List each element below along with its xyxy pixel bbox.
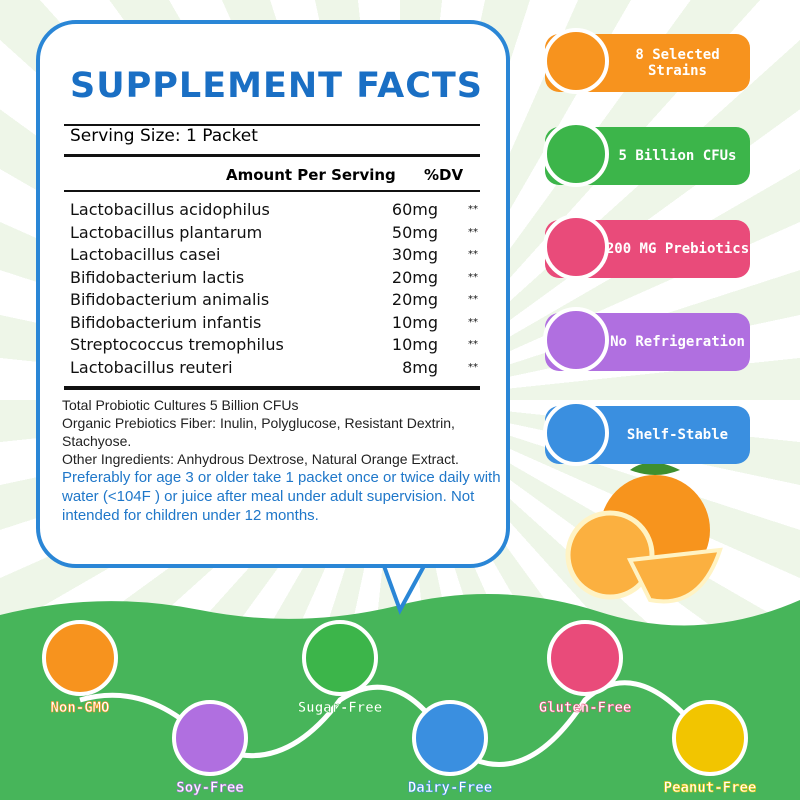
- dv: **: [468, 226, 478, 238]
- badge-icon: [412, 700, 488, 776]
- feature-icon: [543, 214, 609, 280]
- ingredient: Bifidobacterium lactis: [70, 267, 245, 287]
- badge-label: Non-GMO: [50, 700, 110, 717]
- amount: 30mg: [391, 245, 438, 264]
- dv: **: [468, 294, 478, 305]
- serving-value: 1 Packet: [186, 126, 258, 146]
- fact-row: Lactobacillus casei 30mg **: [70, 245, 490, 267]
- feature-pill: 5 Billion CFUs: [543, 121, 750, 187]
- dv: **: [468, 316, 478, 328]
- feature-label: 200 MG Prebiotics: [605, 241, 750, 257]
- note: Total Probiotic Cultures 5 Billion CFUs: [62, 397, 299, 413]
- amount: 10mg: [391, 312, 438, 332]
- feature-label: 5 Billion CFUs: [618, 148, 737, 164]
- note: Organic Prebiotics Fiber: Inulin, Polygl…: [62, 415, 455, 449]
- fact-row: Lactobacillus reuteri 8mg **: [70, 358, 490, 380]
- badge: Soy-Free: [155, 700, 265, 796]
- badge-icon: [172, 700, 248, 776]
- badge: Peanut-Free: [655, 700, 765, 796]
- facts-panel: SUPPLEMENT FACTS Serving Size: 1 Packet …: [36, 20, 510, 568]
- dv: **: [468, 271, 478, 283]
- facts-title: SUPPLEMENT FACTS: [70, 66, 483, 106]
- feature-pill: Shelf-Stable: [543, 400, 750, 466]
- amount: 60mg: [391, 200, 438, 219]
- ingredient: Streptococcus tremophilus: [70, 335, 284, 354]
- ingredient: Bifidobacterium animalis: [70, 290, 270, 309]
- dv: **: [468, 204, 478, 215]
- feature-label: No Refrigeration: [610, 334, 745, 350]
- feature-pill: 200 MG Prebiotics: [543, 214, 750, 280]
- dv: **: [468, 339, 478, 350]
- fact-row: Lactobacillus acidophilus 60mg **: [70, 200, 490, 222]
- ingredient: Lactobacillus plantarum: [70, 222, 263, 242]
- badge-label: Gluten-Free: [538, 700, 632, 717]
- badge-icon: [302, 620, 378, 696]
- col-amount: Amount Per Serving: [226, 166, 396, 184]
- feature-pill: 8 Selected Strains: [543, 28, 750, 94]
- directions: Preferably for age 3 or older take 1 pac…: [62, 469, 501, 524]
- fact-row: Bifidobacterium lactis 20mg **: [70, 268, 490, 290]
- amount: 20mg: [391, 267, 438, 287]
- amount: 20mg: [391, 290, 438, 309]
- amount: 50mg: [391, 222, 438, 242]
- badge-label: Soy-Free: [176, 780, 244, 797]
- feature-icon: [543, 121, 609, 187]
- dv: **: [468, 249, 478, 260]
- ingredient: Lactobacillus acidophilus: [70, 200, 270, 219]
- notes: Total Probiotic Cultures 5 Billion CFUs O…: [62, 396, 502, 525]
- fact-row: Bifidobacterium animalis 20mg **: [70, 290, 490, 312]
- serving: Serving Size: 1 Packet: [70, 126, 258, 146]
- feature-pill: No Refrigeration: [543, 307, 750, 373]
- amount: 10mg: [391, 335, 438, 354]
- ingredient: Lactobacillus reuteri: [70, 357, 233, 377]
- fact-row: Bifidobacterium infantis 10mg **: [70, 313, 490, 335]
- col-dv: %DV: [424, 166, 464, 184]
- badge-icon: [547, 620, 623, 696]
- fact-row: Streptococcus tremophilus 10mg **: [70, 335, 490, 357]
- serving-label: Serving Size:: [70, 126, 181, 146]
- badge-icon: [672, 700, 748, 776]
- badge-icon: [42, 620, 118, 696]
- feature-label: 8 Selected Strains: [635, 47, 720, 79]
- note: Other Ingredients: Anhydrous Dextrose, N…: [62, 451, 459, 467]
- dv: **: [468, 361, 478, 373]
- amount: 8mg: [402, 357, 438, 377]
- badge: Gluten-Free: [530, 620, 640, 716]
- badge: Non-GMO: [25, 620, 135, 716]
- fact-row: Lactobacillus plantarum 50mg **: [70, 223, 490, 245]
- badge: Dairy-Free: [395, 700, 505, 796]
- badge-label: Dairy-Free: [407, 780, 493, 797]
- badge: Sugar-Free: [285, 620, 395, 716]
- feature-label: Shelf-Stable: [626, 427, 729, 443]
- badge-label: Peanut-Free: [663, 780, 757, 797]
- ingredient: Bifidobacterium infantis: [70, 312, 262, 332]
- feature-icon: [543, 400, 609, 466]
- badge-label: Sugar-Free: [297, 700, 383, 717]
- ingredient: Lactobacillus casei: [70, 245, 221, 264]
- feature-icon: [543, 307, 609, 373]
- feature-icon: [543, 28, 609, 94]
